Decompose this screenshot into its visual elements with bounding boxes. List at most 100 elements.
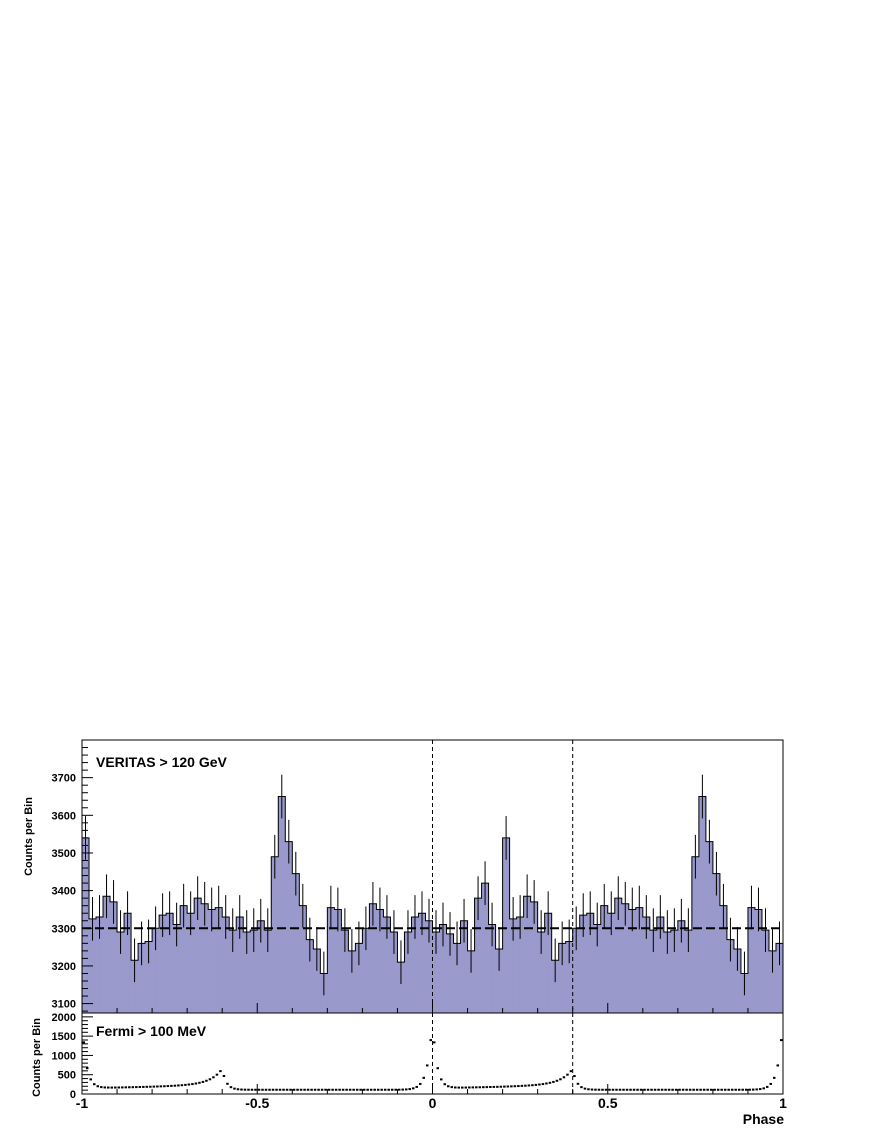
x-tick-label: -0.5 [245,1095,269,1111]
y-tick-label: 2000 [52,1012,76,1024]
fermi-data-points [82,1039,783,1091]
histogram-bar [82,837,90,1013]
phase-marker-lines-fermi [432,1013,574,1094]
histogram-bar [712,873,721,1013]
veritas-histogram-fill [82,796,784,1013]
histogram-bar [110,901,118,1013]
histogram-bar [131,960,139,1013]
histogram-bar [600,905,609,1013]
histogram-bar [313,948,321,1013]
histogram-bar [180,905,188,1013]
histogram-bar [271,856,279,1013]
histogram-bar [698,796,707,1013]
histogram-bar [208,909,216,1013]
histogram-bar [670,930,679,1013]
histogram-bar [446,933,454,1013]
histogram-bar [222,916,230,1013]
histogram-bar [586,913,595,1013]
histogram-bar [229,930,237,1013]
histogram-bar [264,930,272,1013]
histogram-bar [201,903,209,1013]
histogram-bar [96,916,104,1013]
histogram-bar [558,943,566,1013]
histogram-bar [383,916,391,1013]
histogram-bar [502,837,510,1013]
histogram-bar [369,903,377,1013]
histogram-bar [572,928,581,1013]
veritas-panel: 3100 3200 3300 3400 3500 3600 3700 VERITAS > 1… [23,739,784,1014]
histogram-bar [509,918,517,1013]
y-tick-label: 3100 [52,999,76,1011]
histogram-bar [250,930,258,1013]
histogram-bar [621,903,630,1013]
histogram-bar [761,930,770,1013]
x-axis-title: Phase [743,1111,784,1127]
histogram-bar [460,920,468,1013]
y-tick-label: 3200 [52,961,76,973]
histogram-bar [726,939,735,1013]
histogram-bar [117,932,125,1013]
histogram-bar [495,948,503,1013]
histogram-bar [138,943,146,1013]
fermi-y-ticks: 0 500 1000 1500 2000 [52,1012,93,1101]
histogram-bar [306,939,314,1013]
fermi-panel: 0 500 1000 1500 2000 -1 -0.5 0 0.5 1 Fermi > 100… [31,1012,787,1127]
y-tick-label: 3300 [52,923,76,935]
histogram-bar [768,950,777,1013]
veritas-y-ticks: 3100 3200 3300 3400 3500 3600 3700 [52,747,93,1012]
histogram-bar [404,932,412,1013]
x-tick-label: 0 [429,1095,437,1111]
y-tick-label: 3400 [52,886,76,898]
histogram-bar [719,905,728,1013]
histogram-bar [194,898,202,1013]
y-tick-label: 3500 [52,848,76,860]
histogram-bar [432,932,440,1013]
fermi-panel-label: Fermi > 100 MeV [96,1023,207,1039]
histogram-bar [334,909,342,1013]
histogram-bar [593,924,602,1013]
histogram-bar [544,913,552,1013]
veritas-panel-label: VERITAS > 120 GeV [96,754,228,770]
histogram-bar [635,907,644,1013]
histogram-bar [474,898,482,1013]
histogram-bar [348,950,356,1013]
histogram-bar [159,915,167,1013]
histogram-bar [677,920,686,1013]
histogram-bar [733,948,742,1013]
histogram-bar [754,909,763,1013]
histogram-bar [565,941,573,1013]
x-tick-label: 0.5 [598,1095,618,1111]
histogram-bar [747,907,756,1013]
histogram-bar [152,928,160,1013]
fermi-y-axis-title: Counts per Bin [31,1018,43,1097]
histogram-bar [418,913,426,1013]
histogram-bar [355,943,363,1013]
histogram-bar [173,924,181,1013]
histogram-bar [530,901,538,1013]
histogram-bar [124,913,132,1013]
histogram-bar [215,907,223,1013]
histogram-bar [278,796,286,1013]
veritas-x-ticks [81,1003,784,1013]
histogram-bar [257,920,265,1013]
histogram-bar [453,943,461,1013]
histogram-bar [341,930,349,1013]
veritas-histogram-outline [82,795,783,974]
histogram-bar [691,856,700,1013]
histogram-bar [145,941,153,1013]
histogram-bar [467,950,475,1013]
histogram-bar [411,916,419,1013]
histogram-bar [488,924,496,1013]
histogram-bar [579,915,588,1013]
histogram-bar [390,932,398,1013]
histogram-bar [516,916,524,1013]
histogram-bar [649,930,658,1013]
fermi-x-ticks: -1 -0.5 0 0.5 1 [76,1084,787,1111]
histogram-bar [684,930,693,1013]
histogram-bar [537,932,545,1013]
histogram-bar [243,932,251,1013]
x-tick-label: 1 [779,1095,787,1111]
histogram-bar [236,916,244,1013]
histogram-bar [187,913,195,1013]
